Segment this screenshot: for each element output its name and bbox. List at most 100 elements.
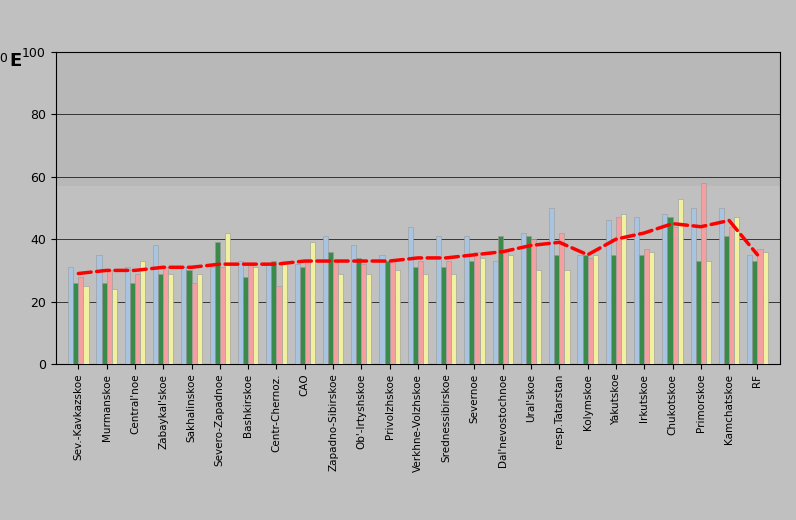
- 2014 г.: [555, 239, 564, 245]
- 2014 г.: [639, 230, 649, 236]
- Bar: [673, 227, 677, 364]
- Bar: [215, 242, 220, 364]
- 2014 г.: [73, 270, 83, 277]
- Bar: [366, 274, 372, 364]
- Bar: [181, 267, 186, 364]
- Bar: [111, 289, 117, 364]
- Bar: [186, 270, 192, 364]
- Line: 2014 г.: 2014 г.: [78, 220, 758, 274]
- Bar: [361, 264, 366, 364]
- Bar: [577, 255, 583, 364]
- Bar: [84, 286, 88, 364]
- Bar: [526, 236, 531, 364]
- Bar: [700, 183, 706, 364]
- Bar: [729, 227, 734, 364]
- Bar: [436, 236, 441, 364]
- 2014 г.: [131, 267, 140, 274]
- Bar: [650, 252, 654, 364]
- Bar: [441, 267, 447, 364]
- Bar: [758, 249, 763, 364]
- Bar: [107, 270, 111, 364]
- Bar: [243, 277, 248, 364]
- Bar: [153, 245, 158, 364]
- Bar: [423, 274, 428, 364]
- 2014 г.: [526, 242, 536, 249]
- 2014 г.: [442, 255, 451, 261]
- 2014 г.: [187, 264, 197, 270]
- 2014 г.: [413, 255, 423, 261]
- Bar: [310, 242, 315, 364]
- Bar: [763, 252, 767, 364]
- 2014 г.: [384, 258, 394, 264]
- Bar: [583, 255, 587, 364]
- Bar: [163, 267, 168, 364]
- Bar: [611, 255, 616, 364]
- Bar: [606, 220, 611, 364]
- Bar: [323, 236, 328, 364]
- 2014 г.: [215, 261, 224, 267]
- Bar: [220, 267, 225, 364]
- Bar: [508, 255, 513, 364]
- Bar: [158, 274, 163, 364]
- Bar: [125, 267, 130, 364]
- 2014 г.: [611, 236, 621, 242]
- Bar: [554, 255, 560, 364]
- Bar: [549, 208, 554, 364]
- Bar: [408, 227, 413, 364]
- Bar: [521, 233, 526, 364]
- Bar: [719, 208, 724, 364]
- Bar: [734, 217, 739, 364]
- 2014 г.: [470, 252, 479, 258]
- Bar: [333, 261, 338, 364]
- Bar: [644, 249, 650, 364]
- 2014 г.: [244, 261, 253, 267]
- Bar: [130, 283, 135, 364]
- Bar: [560, 233, 564, 364]
- Bar: [691, 208, 696, 364]
- Bar: [464, 236, 470, 364]
- 2014 г.: [328, 258, 338, 264]
- Bar: [328, 252, 333, 364]
- Bar: [503, 252, 508, 364]
- Bar: [299, 267, 305, 364]
- 2014 г.: [753, 252, 763, 258]
- Bar: [351, 245, 357, 364]
- Bar: [238, 261, 243, 364]
- Bar: [593, 255, 598, 364]
- Bar: [78, 277, 84, 364]
- Bar: [266, 264, 271, 364]
- 2014 г.: [158, 264, 168, 270]
- Text: 100: 100: [0, 52, 9, 65]
- Bar: [68, 267, 73, 364]
- Bar: [479, 258, 485, 364]
- Bar: [248, 264, 253, 364]
- Bar: [271, 261, 276, 364]
- Bar: [102, 283, 107, 364]
- Bar: [634, 217, 639, 364]
- Bar: [470, 261, 474, 364]
- Bar: [56, 52, 780, 186]
- Bar: [752, 261, 758, 364]
- Bar: [668, 217, 673, 364]
- Bar: [305, 261, 310, 364]
- Bar: [73, 283, 78, 364]
- Bar: [447, 261, 451, 364]
- Bar: [531, 239, 537, 364]
- Bar: [168, 274, 174, 364]
- Bar: [474, 252, 479, 364]
- Bar: [639, 255, 644, 364]
- 2014 г.: [102, 267, 111, 274]
- 2014 г.: [668, 220, 677, 227]
- Bar: [357, 258, 361, 364]
- Bar: [498, 236, 503, 364]
- Bar: [253, 267, 259, 364]
- Bar: [451, 274, 456, 364]
- Y-axis label: E: E: [10, 52, 22, 70]
- Bar: [621, 214, 626, 364]
- Bar: [662, 214, 668, 364]
- Bar: [225, 233, 230, 364]
- Bar: [338, 274, 343, 364]
- 2014 г.: [271, 261, 281, 267]
- Bar: [135, 274, 140, 364]
- 2014 г.: [498, 249, 508, 255]
